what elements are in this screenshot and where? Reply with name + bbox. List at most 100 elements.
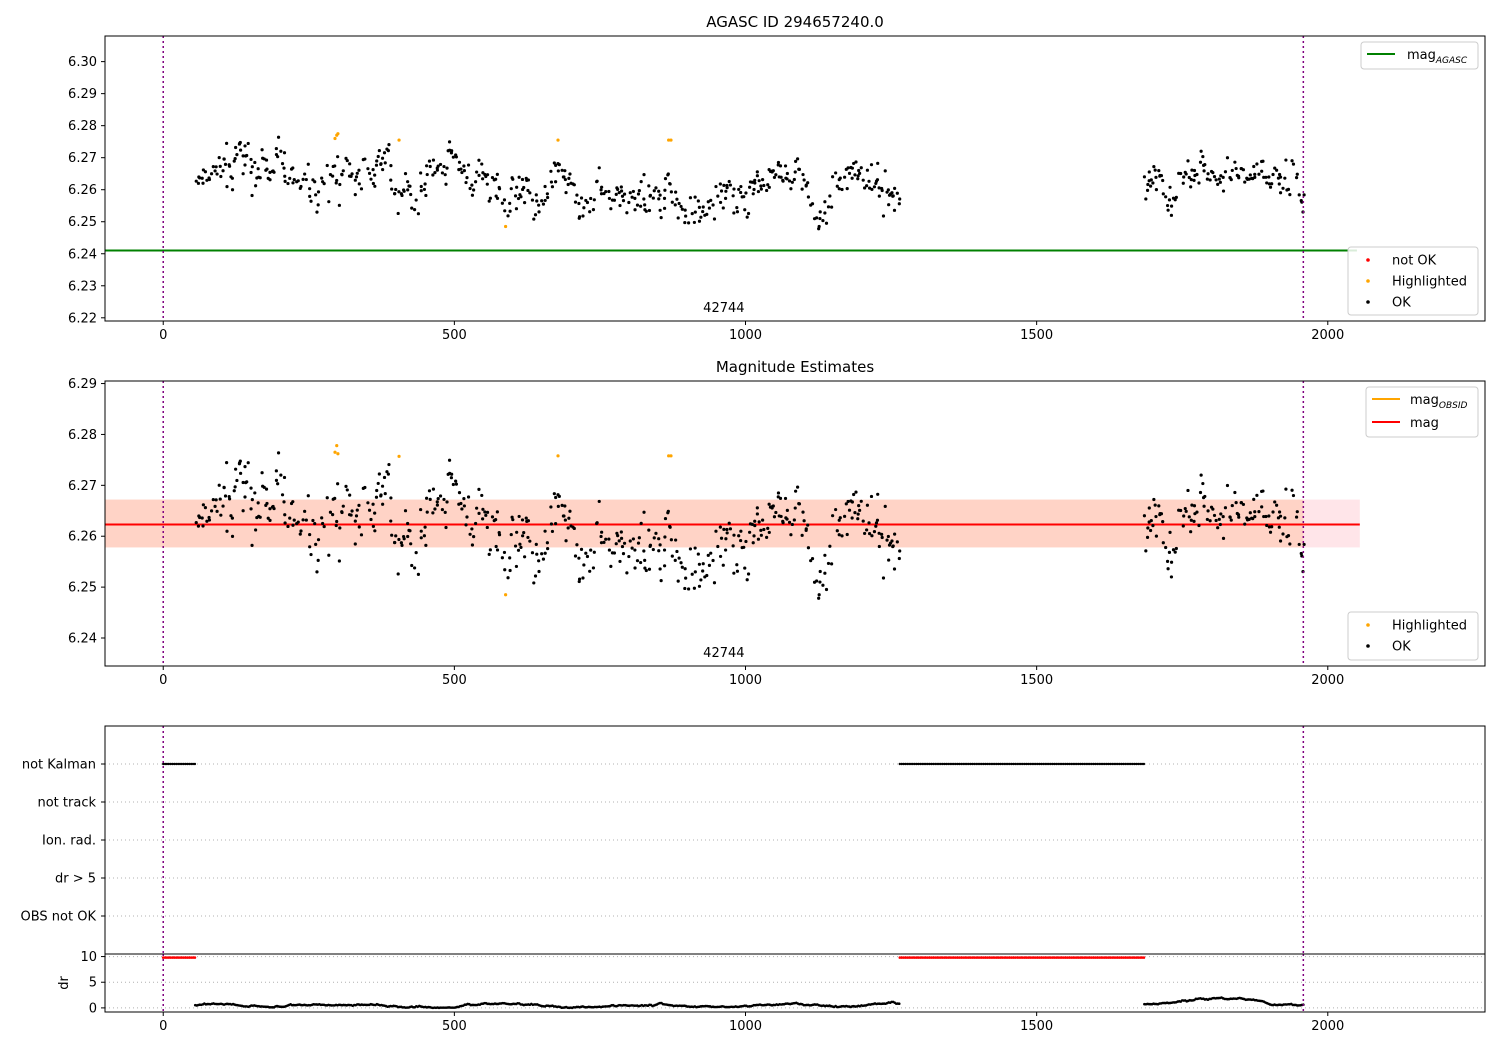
ok-point [535,552,539,556]
legend-lines-agasc [1360,41,1479,70]
flag-point [188,762,191,766]
flag-point [1124,762,1127,766]
ok-point [639,180,643,184]
dr-capped-point [941,956,944,959]
flag-point [1103,762,1106,766]
ok-point [579,547,584,551]
ok-point [618,559,622,564]
ok-point [390,187,394,191]
ok-point [663,188,667,192]
ok-point [774,510,778,515]
ok-point [1198,160,1203,164]
ok-point [823,200,827,204]
ok-point [311,518,315,523]
ok-point [621,199,626,203]
ok-point [487,199,491,203]
ok-point [515,530,519,534]
dr-capped-point [178,956,182,959]
flag-point [956,762,959,766]
ok-point [852,161,856,166]
ok-point [714,184,718,189]
ok-point [552,492,556,496]
flag-point [952,762,956,766]
ok-point [1223,506,1228,510]
ok-point [635,559,640,563]
flag-point [907,762,911,766]
ok-point [895,191,899,195]
dr-capped-point [161,956,165,959]
ok-point [865,168,870,172]
flag-point [980,762,983,766]
ok-point [895,540,899,544]
ok-point [403,509,408,513]
dr-capped-point [958,956,961,959]
ok-point [510,515,514,519]
ok-point [658,543,662,547]
ok-point [308,194,312,198]
ok-point [272,506,276,511]
ok-point [258,176,262,180]
ok-point [1283,176,1287,180]
ok-point [783,496,788,501]
ok-point [450,149,454,153]
ok-point [701,562,705,566]
ok-point [870,187,874,191]
ok-point [1151,181,1155,185]
dr-capped-point [909,956,913,959]
ok-point [232,489,236,493]
dr-capped-point [1032,956,1036,959]
ok-point [858,508,862,512]
ok-point [639,560,643,565]
dr-capped-point [974,956,978,959]
ok-point [402,537,406,541]
ok-point [554,163,558,167]
ok-point [508,209,512,213]
ok-point [856,517,860,521]
y-tick-label: 6.27 [68,151,97,166]
ok-point [308,187,312,191]
ok-point [772,175,777,180]
ok-point [519,545,523,549]
ok-point [1236,174,1241,178]
dr-capped-point [943,956,946,959]
ok-point [785,177,789,181]
ok-point [288,516,292,520]
ok-point [425,510,429,514]
ok-point [264,487,269,491]
ok-point [521,534,525,538]
ok-point [676,216,680,220]
ok-point [487,552,491,556]
ok-point [419,189,423,193]
dr-capped-point [935,956,939,959]
ok-point [503,209,507,213]
ok-point [600,530,604,534]
ok-point [1161,520,1165,524]
ok-point [217,156,221,160]
flag-point [1114,762,1118,766]
ok-point [647,567,652,571]
ok-point [316,558,320,562]
ok-point [772,515,777,519]
ok-point [857,503,861,508]
ok-point [750,180,754,184]
ok-point [701,205,705,209]
dr-capped-point [1092,956,1095,959]
flag-point [989,762,993,766]
ok-point [1247,517,1251,521]
ok-point [751,192,755,196]
ok-point [520,518,525,522]
ok-point [309,199,313,203]
ok-point [410,563,414,568]
ok-point [1205,517,1209,522]
ok-point [350,509,354,513]
ok-point [592,198,596,202]
ok-point [396,572,400,576]
ok-point [856,512,860,516]
ok-point [1169,560,1174,564]
ok-point [731,194,735,198]
ok-point [291,166,295,170]
ok-point [363,157,367,161]
flag-point [191,762,195,766]
ok-point [688,547,693,551]
dr-capped-point [1036,956,1039,959]
